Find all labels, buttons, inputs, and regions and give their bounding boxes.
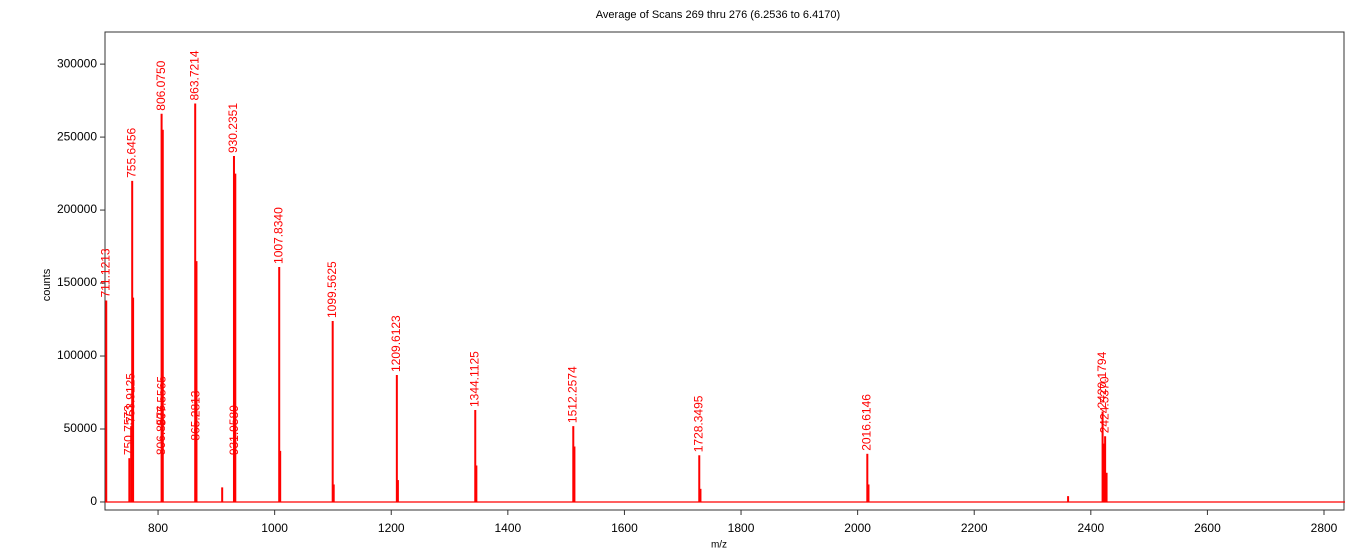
x-tick-label: 1800	[728, 521, 755, 535]
peak-label: 1728.3495	[691, 395, 705, 452]
x-tick-label: 800	[148, 521, 168, 535]
x-tick-label: 1600	[611, 521, 638, 535]
peak-label: 1344.1125	[467, 351, 481, 407]
x-tick-label: 1400	[494, 521, 521, 535]
peak-label: 2424.5370	[1097, 376, 1111, 433]
x-tick-label: 2600	[1194, 521, 1221, 535]
y-axis-label: counts	[41, 268, 53, 301]
plot-frame	[104, 31, 1345, 511]
peak-label: 865.2813	[188, 390, 202, 440]
peak-label: 863.7214	[187, 50, 201, 100]
x-tick-label: 2400	[1077, 521, 1104, 535]
x-tick-label: 1200	[378, 521, 405, 535]
y-tick-label: 200000	[57, 202, 97, 216]
y-tick-label: 100000	[57, 348, 97, 362]
peak-label: 931.9589	[227, 405, 241, 455]
peak-label: 1007.8340	[271, 207, 285, 264]
peak-label: 1099.5625	[325, 261, 339, 318]
x-tick-label: 2800	[1311, 521, 1338, 535]
x-tick-label: 1000	[261, 521, 288, 535]
y-tick-label: 150000	[57, 275, 97, 289]
peak-label: 2016.6146	[859, 394, 873, 451]
peak-label: 2420.1794	[1095, 351, 1109, 408]
y-tick-label: 250000	[57, 129, 97, 143]
y-tick-label: 50000	[64, 421, 98, 435]
y-tick-label: 300000	[57, 56, 97, 70]
x-axis-label: m/z	[711, 540, 727, 551]
peak-label: 755.6456	[124, 127, 138, 177]
peak-label: 807.5565	[155, 376, 169, 426]
x-tick-label: 2000	[844, 521, 871, 535]
x-tick-label: 2200	[961, 521, 988, 535]
peak-label: 1512.2574	[565, 366, 579, 423]
peak-label: 1209.6123	[389, 315, 403, 372]
peak-label: 753.9125	[123, 373, 137, 423]
chart-title: Average of Scans 269 thru 276 (6.2536 to…	[596, 9, 840, 21]
y-tick-label: 0	[90, 494, 97, 508]
peak-label: 930.2351	[226, 103, 240, 153]
peak-label: 806.0750	[154, 60, 168, 110]
peak-label: 806.8576	[154, 405, 168, 455]
peak-label: 711.1213	[98, 248, 112, 297]
